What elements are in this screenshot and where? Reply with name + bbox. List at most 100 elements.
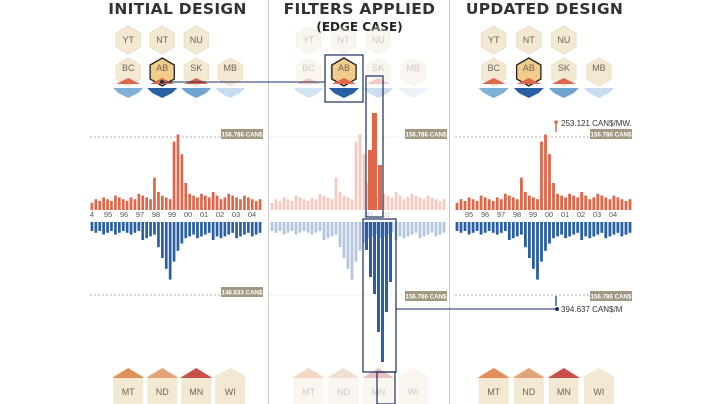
bar-lower-27 [196, 222, 199, 239]
bar-upper-4 [471, 199, 475, 210]
region-label-mn: MN [557, 387, 571, 397]
region-chevron-bc [113, 88, 144, 98]
bar-upper-6 [114, 195, 117, 210]
bar-lower-43 [628, 222, 632, 233]
bar-lower-35 [410, 222, 414, 235]
bar-upper-42 [438, 201, 442, 210]
axis-tick-updated-5: 00 [545, 210, 553, 219]
bar-upper-43 [442, 199, 446, 210]
bar-upper-30 [576, 197, 580, 210]
bar-lower-21 [540, 222, 543, 262]
region-label-yt: YT [303, 35, 315, 45]
bar-upper-21 [354, 141, 358, 210]
region-label-mb: MB [592, 63, 606, 73]
bar-lower-12 [503, 222, 507, 231]
reference-label-upper-edge-box [405, 129, 447, 139]
bar-upper-26 [560, 195, 563, 210]
bar-upper-19 [346, 197, 350, 210]
bar-upper-34 [223, 197, 227, 210]
bar-upper-34 [592, 197, 596, 210]
region-hex-sk [365, 57, 391, 87]
bar-upper-37 [418, 197, 422, 210]
bar-upper-24 [552, 183, 555, 210]
bar-upper-35 [410, 193, 414, 210]
bar-upper-6 [294, 195, 298, 210]
bar-upper-29 [386, 195, 390, 210]
bar-upper-41 [434, 199, 438, 210]
bar-upper-12 [503, 193, 507, 210]
bar-upper-20 [350, 199, 354, 210]
bar-lower-15 [330, 222, 334, 237]
region-label-nd: ND [522, 387, 535, 397]
region-hex-mb [586, 57, 612, 87]
axis-tick-updated-0: 95 [465, 210, 473, 219]
bar-upper-26 [192, 195, 195, 210]
bar-upper-32 [215, 195, 219, 210]
bar-upper-11 [499, 199, 503, 210]
bar-lower-1 [94, 222, 98, 233]
bar-lower-32 [215, 222, 219, 237]
region-hex-yt [115, 25, 141, 55]
bar-lower-22 [176, 222, 180, 251]
bar-upper-2 [278, 201, 282, 210]
edge-bar-lower-3 [377, 222, 380, 332]
bar-upper-40 [616, 197, 620, 210]
bar-upper-13 [507, 195, 511, 210]
region-up-arrow-ab [516, 78, 541, 84]
bar-upper-41 [250, 199, 254, 210]
bar-upper-0 [455, 202, 459, 210]
axis-tick-edge-0: 00 [364, 210, 372, 219]
bar-lower-35 [596, 222, 600, 235]
region-hex-bc [481, 57, 507, 87]
bar-lower-41 [434, 222, 438, 237]
bar-lower-20 [536, 222, 539, 280]
bar-lower-12 [137, 222, 141, 231]
bar-upper-6 [479, 195, 483, 210]
region-label-nt: NT [523, 35, 535, 45]
axis-tick-initial-4: 98 [152, 210, 160, 219]
panel-initial: YT NT NU BC AB SK MB MT ND MN WI 4 95 96 97 98 99 00 01 02 0… [90, 25, 262, 404]
region-label-mt: MT [487, 387, 500, 397]
bar-upper-42 [624, 201, 628, 210]
bar-lower-4 [471, 222, 475, 233]
subtitle-edge-case: (EDGE CASE) [316, 20, 403, 34]
annotation-upper-dot [554, 120, 558, 124]
region-hex-nt [516, 25, 542, 55]
bar-upper-3 [467, 197, 471, 210]
region-hex-bc [115, 57, 141, 87]
bar-lower-13 [141, 222, 145, 240]
bar-upper-10 [495, 197, 499, 210]
bar-lower-33 [402, 222, 406, 239]
bar-lower-6 [479, 222, 483, 235]
bar-lower-22 [544, 222, 547, 251]
region-label-mn: MN [371, 387, 385, 397]
edge-region-up-arrow-ab [332, 78, 356, 84]
bar-upper-40 [430, 197, 434, 210]
bar-lower-7 [298, 222, 302, 233]
region-hex-yt [296, 25, 322, 55]
bar-lower-30 [576, 222, 580, 233]
bar-upper-37 [604, 197, 608, 210]
bar-upper-33 [402, 199, 406, 210]
bar-upper-31 [394, 192, 398, 210]
bar-lower-41 [250, 222, 254, 237]
region-label-ab: AB [523, 63, 535, 73]
bar-upper-16 [520, 177, 523, 210]
annotation-upper-max: 253.121 CAN$/MW. [561, 119, 632, 128]
bar-upper-14 [511, 197, 515, 210]
bar-lower-25 [188, 222, 191, 237]
bar-lower-29 [572, 222, 576, 235]
region-house-wi [398, 368, 429, 404]
bar-upper-32 [398, 195, 402, 210]
bar-lower-1 [459, 222, 463, 233]
reference-label-lower-initial-box [221, 287, 263, 297]
reference-label-upper-initial-box [221, 129, 263, 139]
bar-lower-20 [350, 222, 354, 280]
bar-upper-25 [556, 193, 559, 210]
region-up-arrow-sk [551, 78, 576, 84]
bar-lower-35 [227, 222, 231, 235]
bar-lower-31 [211, 222, 215, 240]
bar-lower-39 [243, 222, 246, 235]
bar-upper-2 [463, 201, 467, 210]
bar-lower-2 [98, 222, 102, 231]
